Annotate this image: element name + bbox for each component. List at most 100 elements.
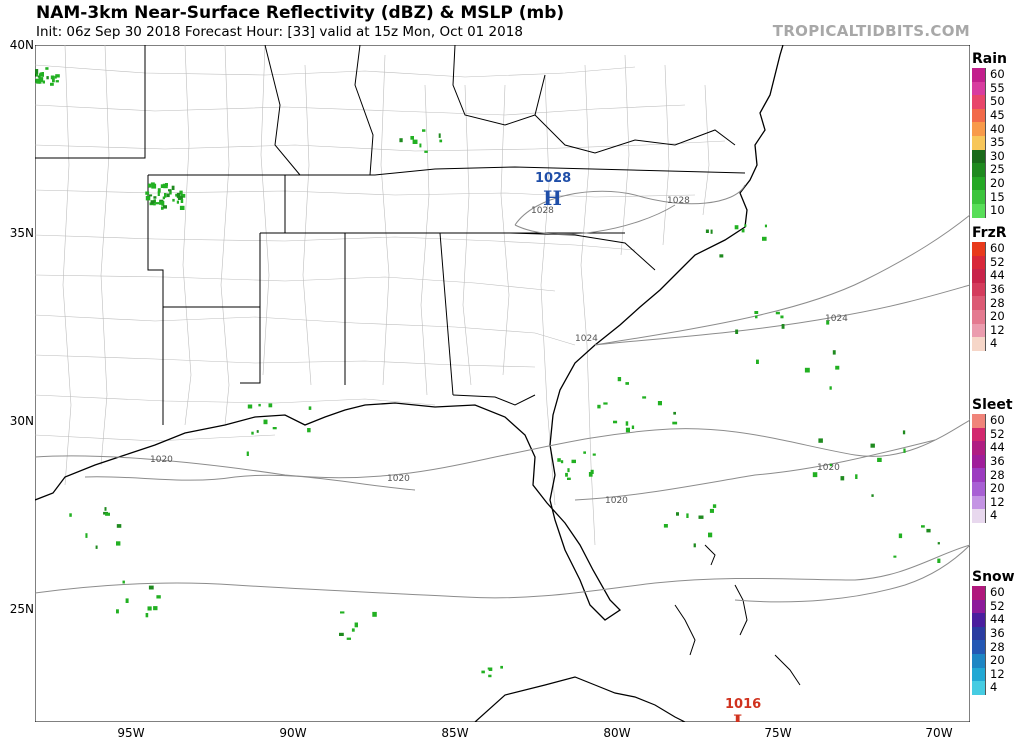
rain-echo: [50, 75, 55, 80]
isobar-label: 1024: [575, 334, 598, 344]
legend-value: 55: [990, 80, 1005, 95]
legend-swatch: [972, 95, 986, 109]
legend-swatch: [972, 599, 986, 614]
rain-echo: [424, 150, 428, 153]
legend-value: 36: [990, 454, 1005, 469]
legend-title: Snow: [972, 569, 1015, 585]
rain-echo: [921, 525, 925, 528]
rain-echo: [625, 382, 629, 385]
rain-echo: [829, 386, 832, 390]
low-pressure-marker: 1016 L: [725, 697, 761, 722]
legend-title: FrzR: [972, 225, 1007, 241]
rain-echo: [160, 184, 166, 188]
rain-echo: [488, 667, 493, 671]
rain-echo: [567, 468, 570, 473]
rain-echo: [676, 512, 679, 516]
rain-echo: [613, 420, 618, 424]
legend-entry: 28: [972, 468, 1024, 482]
rain-echo: [159, 201, 164, 205]
rain-echo: [898, 533, 903, 539]
rain-echo: [937, 542, 940, 545]
rain-echo: [176, 192, 181, 197]
rain-echo: [339, 632, 344, 636]
rain-echo: [780, 315, 784, 319]
rain-echo: [145, 613, 149, 618]
lon-label-90w: 90W: [279, 726, 307, 740]
high-pressure-marker: 1028 H: [535, 171, 571, 210]
isobar-label: 1020: [387, 474, 410, 484]
isobar-label: 1028: [531, 206, 554, 216]
rain-echo: [735, 329, 739, 334]
legend-swatch: [972, 296, 986, 310]
rain-echo: [179, 205, 185, 210]
rain-echo: [893, 555, 897, 558]
legend-swatch: [972, 468, 986, 482]
legend-entry: 35: [972, 136, 1024, 150]
legend-swatch: [972, 108, 986, 123]
rain-echo: [625, 427, 630, 433]
legend-swatch: [972, 337, 986, 351]
legend-swatch: [972, 653, 986, 668]
legend-swatch: [972, 81, 986, 96]
rain-echo: [52, 78, 55, 83]
rain-echo: [55, 80, 59, 83]
rain-echo: [840, 476, 845, 481]
rain-echo: [38, 77, 44, 82]
rain-echo: [693, 543, 696, 548]
lon-label-70w: 70W: [925, 726, 953, 740]
rain-echo: [926, 528, 931, 533]
rain-echo: [762, 236, 767, 241]
rain-echo: [755, 315, 758, 319]
legend-swatch: [972, 309, 986, 324]
rain-echo: [175, 193, 179, 197]
rain-echo: [719, 254, 724, 258]
rain-echo: [631, 425, 635, 429]
rain-echo: [258, 403, 261, 407]
rain-echo: [153, 199, 156, 203]
legend-swatch: [972, 681, 986, 695]
legend-value: 60: [990, 67, 1005, 82]
legend-value: 28: [990, 639, 1005, 654]
legend-value: 20: [990, 176, 1005, 191]
legend-value: 60: [990, 241, 1005, 256]
legend-entry: 4: [972, 681, 1024, 695]
rain-echo: [263, 419, 268, 425]
rain-echo: [164, 193, 167, 198]
rain-echo: [162, 196, 165, 200]
rain-echo: [246, 451, 249, 456]
rain-echo: [412, 139, 418, 144]
legend-value: 35: [990, 135, 1005, 150]
rain-echo: [148, 184, 151, 187]
legend-swatch: [972, 242, 986, 256]
rain-echo: [617, 377, 622, 382]
legend-entry: 44: [972, 441, 1024, 455]
legend-value: 20: [990, 309, 1005, 324]
rain-echo: [583, 451, 586, 454]
legend-value: 28: [990, 467, 1005, 482]
legend-swatch: [972, 613, 986, 627]
rain-echo: [156, 595, 161, 599]
legend-value: 4: [990, 508, 998, 523]
rain-echo: [247, 404, 253, 409]
legend-swatch: [972, 323, 986, 338]
legend-value: 36: [990, 282, 1005, 297]
rain-echo: [69, 513, 72, 517]
legend-value: 28: [990, 295, 1005, 310]
rain-echo: [153, 196, 157, 199]
rain-echo: [159, 199, 164, 203]
lon-label-75w: 75W: [764, 726, 792, 740]
rain-echo: [663, 524, 668, 528]
rain-echo: [705, 229, 709, 233]
legend-value: 52: [990, 254, 1005, 269]
low-pressure-symbol: L: [733, 710, 747, 722]
legend-swatch: [972, 68, 986, 82]
isobar-label: 1028: [667, 196, 690, 206]
legend-value: 36: [990, 626, 1005, 641]
isobar-label: 1020: [150, 455, 173, 465]
legend-entry: 44: [972, 269, 1024, 283]
legend-swatch: [972, 454, 986, 469]
legend-entry: 12: [972, 495, 1024, 510]
legend-swatch: [972, 122, 986, 136]
rain-echo: [37, 75, 41, 78]
high-pressure-value: 1028: [535, 171, 571, 186]
